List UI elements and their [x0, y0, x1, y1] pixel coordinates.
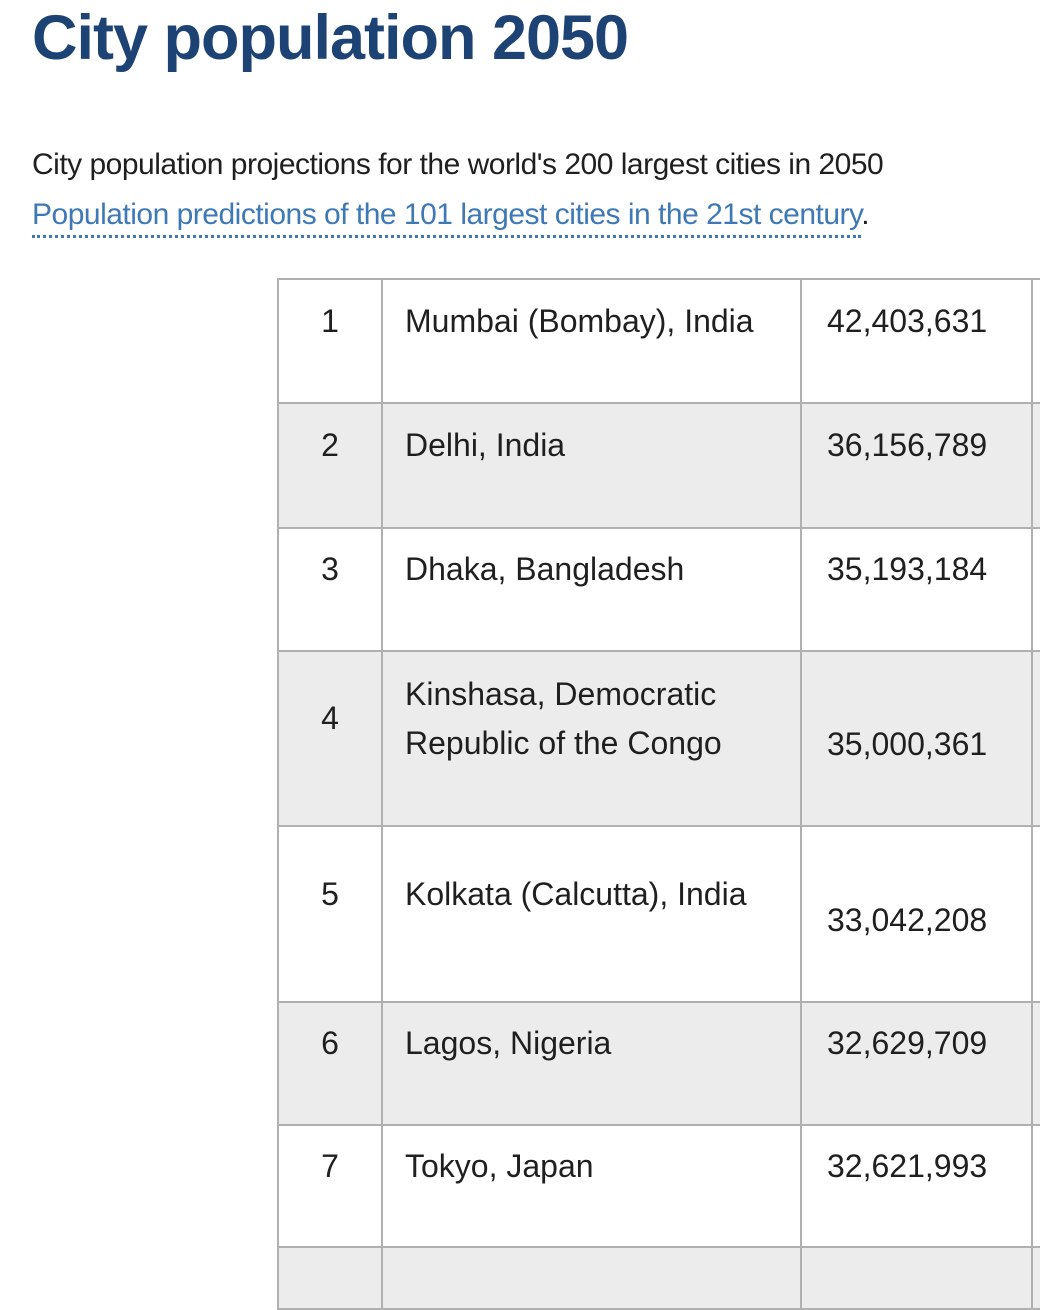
city-cell: Delhi, India [381, 402, 802, 529]
rank-cell: 1 [277, 278, 383, 404]
city-cell: Kinshasa, Democratic Republic of the Con… [381, 650, 802, 827]
rank-cell: 5 [277, 825, 383, 1003]
intro-paragraph: City population projections for the worl… [32, 140, 884, 240]
population-cell: 35,000,361 [800, 650, 1033, 827]
population-cell: 35,193,184 [800, 527, 1033, 652]
intro-link[interactable]: Population predictions of the 101 larges… [32, 198, 862, 238]
table-row [277, 1246, 1040, 1310]
city-cell: Tokyo, Japan [381, 1124, 802, 1248]
table-body: 1 Mumbai (Bombay), India 42,403,631 2 Delhi,… [277, 278, 1040, 1310]
table-row: 4 Kinshasa, Democratic Republic of the Co… [277, 650, 1040, 827]
rank-cell: 6 [277, 1001, 383, 1126]
city-population-table-container: 1 Mumbai (Bombay), India 42,403,631 2 Delhi,… [277, 278, 1040, 1310]
table-row: 7 Tokyo, Japan 32,621,993 [277, 1124, 1040, 1248]
rank-cell [277, 1246, 383, 1310]
city-population-table: 1 Mumbai (Bombay), India 42,403,631 2 Delhi,… [277, 278, 1040, 1310]
population-cell: 32,629,709 [800, 1001, 1033, 1126]
city-cell: Mumbai (Bombay), India [381, 278, 802, 404]
extra-cell [1031, 278, 1040, 404]
intro-text: City population projections for the worl… [32, 148, 884, 181]
city-cell [381, 1246, 802, 1310]
population-cell [800, 1246, 1033, 1310]
city-cell: Kolkata (Calcutta), India [381, 825, 802, 1003]
population-cell: 36,156,789 [800, 402, 1033, 529]
population-cell: 32,621,993 [800, 1124, 1033, 1248]
table-row: 3 Dhaka, Bangladesh 35,193,184 [277, 527, 1040, 652]
extra-cell [1031, 1001, 1040, 1126]
city-cell: Dhaka, Bangladesh [381, 527, 802, 652]
rank-cell: 2 [277, 402, 383, 529]
extra-cell [1031, 650, 1040, 827]
table-row: 1 Mumbai (Bombay), India 42,403,631 [277, 278, 1040, 404]
table-row: 6 Lagos, Nigeria 32,629,709 [277, 1001, 1040, 1126]
extra-cell [1031, 825, 1040, 1003]
rank-cell: 7 [277, 1124, 383, 1248]
extra-cell [1031, 402, 1040, 529]
population-cell: 42,403,631 [800, 278, 1033, 404]
intro-link-suffix: . [861, 198, 870, 231]
table-row: 2 Delhi, India 36,156,789 [277, 402, 1040, 529]
page-title: City population 2050 [32, 3, 629, 73]
extra-cell [1031, 527, 1040, 652]
table-row: 5 Kolkata (Calcutta), India 33,042,208 [277, 825, 1040, 1003]
rank-cell: 3 [277, 527, 383, 652]
extra-cell [1031, 1246, 1040, 1310]
extra-cell [1031, 1124, 1040, 1248]
rank-cell: 4 [277, 650, 383, 827]
population-cell: 33,042,208 [800, 825, 1033, 1003]
city-cell: Lagos, Nigeria [381, 1001, 802, 1126]
